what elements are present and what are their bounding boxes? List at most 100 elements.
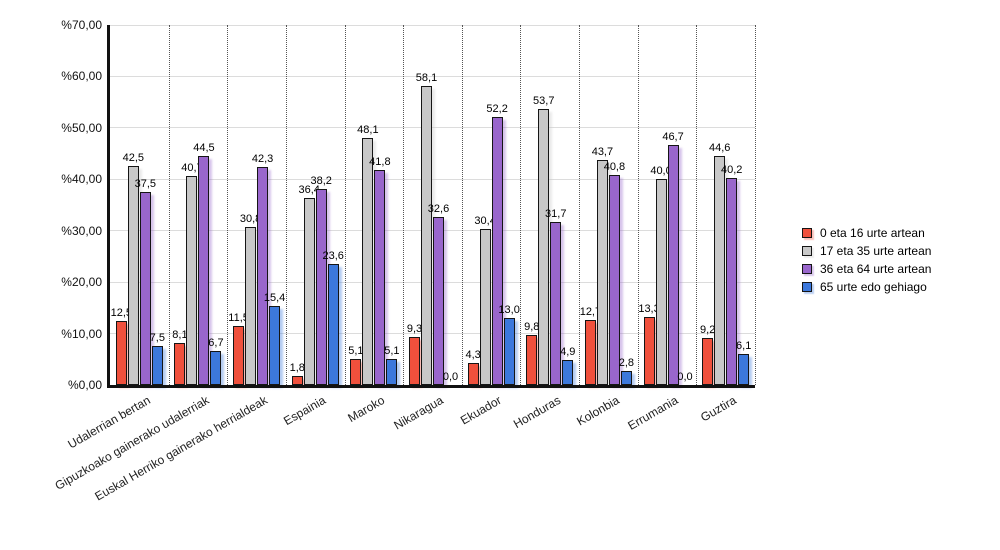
bar-value-label: 52,2 bbox=[486, 102, 508, 115]
bar-1-7 bbox=[467, 362, 479, 385]
y-axis-tick-label: %60,00 bbox=[61, 69, 102, 84]
y-axis-tick-label: %0,00 bbox=[67, 378, 102, 392]
bar-3-2 bbox=[198, 156, 210, 385]
legend-item: 65 urte edo gehiago bbox=[802, 278, 931, 296]
bar-2-8 bbox=[538, 108, 550, 385]
bar-value-label: 41,8 bbox=[369, 156, 391, 169]
bar-4-1 bbox=[151, 346, 163, 385]
x-axis bbox=[107, 385, 755, 388]
bar-value-label: 48,1 bbox=[357, 123, 379, 136]
y-axis-tick-label: %40,00 bbox=[61, 172, 102, 187]
legend-label: 65 urte edo gehiago bbox=[820, 280, 927, 294]
bar-2-6 bbox=[421, 86, 432, 385]
bar-3-1 bbox=[139, 192, 151, 385]
bar-value-label: 9,3 bbox=[406, 323, 423, 336]
bar-value-label: 0,0 bbox=[677, 371, 693, 383]
bar-value-label: 53,7 bbox=[533, 94, 555, 107]
bar-2-3 bbox=[245, 226, 257, 385]
bar-value-label: 40,7 bbox=[181, 161, 203, 174]
bar-value-label: 30,4 bbox=[474, 214, 496, 227]
bar-1-1 bbox=[115, 320, 127, 385]
bar-2-7 bbox=[479, 228, 491, 385]
bar-value-label: 30,8 bbox=[239, 212, 262, 225]
x-axis-category-label: Nikaragua bbox=[391, 393, 446, 433]
bar-2-10 bbox=[655, 179, 667, 385]
bar-value-label: 13,0 bbox=[498, 304, 520, 317]
bar-4-8 bbox=[562, 359, 574, 385]
bar-value-label: 5,1 bbox=[384, 344, 400, 357]
bar-value-label: 15,4 bbox=[263, 291, 286, 304]
bar-value-label: 11,5 bbox=[228, 311, 249, 324]
bar-4-5 bbox=[386, 358, 398, 385]
bar-value-label: 36,4 bbox=[298, 183, 320, 196]
legend: 0 eta 16 urte artean 17 eta 35 urte artea… bbox=[802, 224, 931, 296]
legend-item: 36 eta 64 urte artean bbox=[802, 260, 931, 278]
y-axis-tick-label: %30,00 bbox=[61, 223, 102, 238]
bar-value-label: 12,5 bbox=[110, 306, 133, 319]
legend-label: 17 eta 35 urte artean bbox=[820, 244, 932, 258]
bar-3-11 bbox=[726, 178, 738, 385]
gridline bbox=[110, 75, 755, 77]
bar-4-7 bbox=[503, 318, 515, 385]
bar-value-label: 1,8 bbox=[289, 361, 305, 374]
bar-value-label: 40,8 bbox=[603, 161, 626, 174]
bar-value-label: 4,9 bbox=[560, 345, 576, 358]
legend-label: 36 eta 64 urte artean bbox=[820, 262, 932, 276]
bar-4-11 bbox=[738, 353, 750, 385]
y-axis-tick-label: %70,00 bbox=[61, 18, 102, 32]
legend-swatch bbox=[802, 246, 812, 256]
bar-value-label: 32,6 bbox=[427, 203, 450, 216]
bar-value-label: 9,2 bbox=[700, 323, 716, 336]
bar-value-label: 0,0 bbox=[442, 371, 459, 383]
bar-value-label: 37,5 bbox=[134, 178, 157, 191]
gridline bbox=[110, 127, 755, 129]
gridline bbox=[110, 230, 755, 232]
x-axis-category-label: Errumania bbox=[625, 393, 681, 433]
group-separator bbox=[285, 25, 287, 385]
bar-4-4 bbox=[327, 263, 339, 385]
group-separator bbox=[403, 25, 405, 385]
y-axis-tick-label: %50,00 bbox=[61, 120, 102, 135]
gridline bbox=[110, 333, 755, 335]
bar-1-10 bbox=[643, 316, 655, 385]
bar-4-2 bbox=[210, 350, 222, 385]
gridline bbox=[110, 281, 755, 283]
bar-3-5 bbox=[374, 170, 386, 385]
bar-value-label: 44,6 bbox=[708, 141, 731, 154]
group-separator bbox=[168, 25, 170, 385]
x-axis-category-label: Ekuador bbox=[458, 393, 505, 428]
bar-3-6 bbox=[433, 217, 444, 385]
bar-1-2 bbox=[174, 343, 186, 385]
bar-3-9 bbox=[608, 175, 620, 385]
bar-3-8 bbox=[550, 221, 562, 385]
legend-item: 17 eta 35 urte artean bbox=[802, 242, 931, 260]
group-separator bbox=[579, 25, 581, 385]
bar-value-label: 31,7 bbox=[545, 207, 567, 220]
group-separator bbox=[461, 25, 463, 385]
bar-2-9 bbox=[596, 160, 608, 385]
bar-1-4 bbox=[291, 375, 303, 385]
legend-swatch bbox=[802, 264, 812, 274]
x-axis-category-label: Kolonbia bbox=[573, 393, 622, 429]
bar-1-5 bbox=[350, 358, 362, 385]
y-axis-tick-label: %10,00 bbox=[61, 326, 102, 341]
bar-2-4 bbox=[303, 197, 315, 385]
gridline bbox=[110, 24, 755, 26]
bar-value-label: 23,6 bbox=[322, 249, 344, 262]
bar-1-6 bbox=[409, 337, 420, 385]
bar-value-label: 58,1 bbox=[415, 72, 438, 85]
bar-value-label: 6,1 bbox=[736, 339, 752, 352]
legend-swatch bbox=[802, 282, 812, 292]
bar-value-label: 43,7 bbox=[591, 146, 614, 159]
bar-3-3 bbox=[257, 167, 269, 385]
bar-value-label: 46,7 bbox=[662, 130, 684, 143]
group-separator bbox=[227, 25, 229, 385]
bar-value-label: 40,2 bbox=[720, 164, 743, 177]
bar-value-label: 42,3 bbox=[251, 153, 274, 166]
group-separator bbox=[637, 25, 639, 385]
bar-3-7 bbox=[491, 116, 503, 385]
bar-2-2 bbox=[186, 175, 198, 385]
bar-1-11 bbox=[702, 337, 714, 385]
x-axis-category-label: Honduras bbox=[510, 393, 563, 432]
